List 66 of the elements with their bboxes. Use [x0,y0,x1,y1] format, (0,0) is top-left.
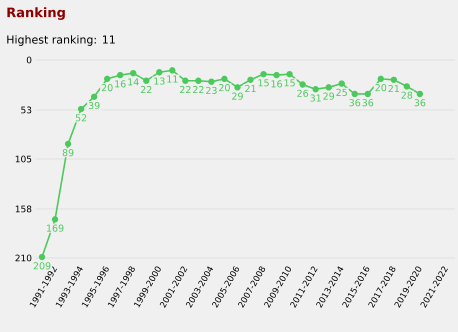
point [286,70,293,78]
point [260,70,267,78]
data-label: 36 [414,99,426,106]
point [378,76,384,82]
point [338,80,345,87]
y-tick-label: 53 [21,106,32,114]
chart-title: Ranking [7,7,65,20]
point [143,78,150,84]
point [195,78,202,84]
point [182,78,189,84]
data-label: 25 [336,88,347,96]
data-label: 16 [272,80,282,88]
point [416,90,424,98]
data-label: 15 [258,79,269,86]
point [234,84,241,91]
data-label: 15 [284,79,295,86]
y-tick-label: 210 [15,254,32,262]
point [78,106,84,112]
data-label: 13 [154,77,165,85]
data-label: 21 [245,84,256,92]
data-label: 20 [219,84,230,92]
data-label: 29 [232,92,243,100]
point [352,90,358,98]
data-label: 20 [375,84,386,92]
point [325,84,332,91]
point [273,72,280,78]
point [404,83,410,90]
data-label: 22 [193,86,204,93]
data-label: 169 [47,224,64,232]
data-label: 22 [140,86,152,93]
point [299,81,306,88]
point [104,76,110,82]
data-label: 14 [128,78,139,86]
point [156,69,162,76]
data-label: 36 [349,99,360,106]
data-label: 21 [388,84,399,92]
point [221,76,228,82]
data-label: 89 [62,149,74,156]
data-label: 39 [88,102,100,110]
y-tick-label: 105 [16,156,32,162]
data-label: 16 [115,80,126,88]
data-label: 22 [180,86,190,93]
data-label: 11 [167,76,178,82]
y-tick-label: 0 [26,56,32,64]
data-label: 52 [76,114,86,122]
data-label: 26 [297,90,308,97]
chart-subtitle: Highest ranking: 11 [7,35,115,46]
point [38,254,46,260]
point [364,90,371,98]
data-label: 36 [362,99,374,106]
point [52,216,58,223]
data-label: 23 [206,86,217,94]
point [208,78,215,85]
data-label: 29 [323,92,334,100]
data-label: 28 [402,92,412,99]
point [312,86,319,92]
data-label: 31 [310,94,321,102]
point [130,70,136,76]
point [169,67,176,74]
point [64,140,72,148]
point [390,76,398,83]
y-tick-label: 158 [16,206,32,212]
data-label: 20 [102,84,113,92]
point [247,76,254,83]
point [90,94,98,100]
point [117,72,124,78]
